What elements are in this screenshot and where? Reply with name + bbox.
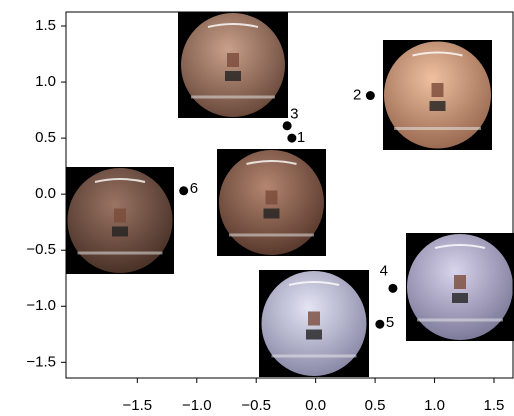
point: [287, 134, 296, 143]
x-tick-label: 1.0: [424, 397, 445, 414]
point-label: 5: [386, 314, 394, 331]
picture: [227, 53, 239, 67]
point: [375, 320, 384, 329]
image-layer: [66, 12, 514, 377]
page: −1.5 −1.0 −0.5 0.0 0.5 1.0 1.5 −1.5 −1.0 −0.5 0.0 0…: [0, 0, 514, 416]
y-tick-label: −1.0: [26, 297, 56, 314]
monitor: [112, 227, 128, 237]
x-tick-label: −1.5: [123, 397, 153, 414]
point: [179, 186, 188, 195]
chart: −1.5 −1.0 −0.5 0.0 0.5 1.0 1.5 −1.5 −1.0 −0.5 0.0 0…: [0, 0, 514, 416]
picture: [114, 209, 126, 223]
point-label: 6: [190, 180, 198, 197]
monitor: [264, 209, 280, 219]
x-tick-label: 1.5: [484, 397, 505, 414]
picture: [308, 312, 320, 326]
x-tick-label: −1.0: [182, 397, 212, 414]
monitor: [452, 293, 468, 303]
y-tick-label: 1.5: [35, 17, 56, 34]
point-label: 4: [380, 262, 388, 279]
x-tick-label: 0.0: [305, 397, 326, 414]
point-label: 1: [297, 129, 305, 146]
point-label: 3: [290, 106, 298, 123]
point-label: 2: [353, 86, 361, 103]
monitor: [225, 71, 241, 81]
point: [388, 284, 397, 293]
y-tick-label: −1.5: [26, 353, 56, 370]
monitor: [430, 101, 446, 111]
x-tick-label: 0.5: [365, 397, 386, 414]
monitor: [306, 330, 322, 340]
y-tick-label: 1.0: [35, 73, 56, 90]
picture: [454, 275, 466, 289]
point: [366, 91, 375, 100]
picture: [432, 83, 444, 97]
y-tick-label: 0.5: [35, 129, 56, 146]
picture: [266, 191, 278, 205]
y-tick-label: 0.0: [35, 185, 56, 202]
y-tick-label: −0.5: [26, 241, 56, 258]
x-tick-label: −0.5: [241, 397, 271, 414]
